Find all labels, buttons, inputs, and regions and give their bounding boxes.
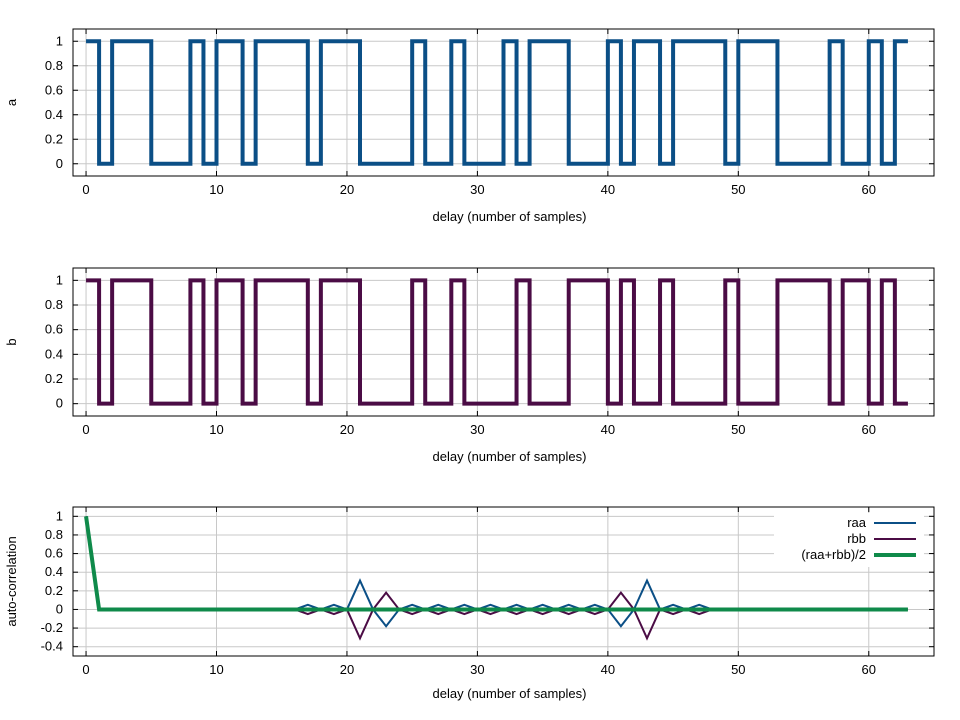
plot-frame — [72, 267, 935, 417]
y-tick-label: 0.6 — [45, 546, 63, 561]
x-tick-label: 20 — [340, 662, 354, 677]
y-tick-label: 0.2 — [45, 371, 63, 386]
x-tick-label: 30 — [470, 422, 484, 437]
x-tick-label: 50 — [731, 662, 745, 677]
y-tick-label: 1 — [56, 272, 63, 287]
x-tick-label: 20 — [340, 182, 354, 197]
y-tick-label: -0.2 — [41, 620, 63, 635]
x-tick-label: 60 — [862, 182, 876, 197]
series-line-raarbb — [84, 516, 908, 612]
y-tick-label: 1 — [56, 33, 63, 48]
panel-b: 0 10 20 30 40 50 60 0 0.2 0.4 0.6 0.8 1 delay (number… — [4, 267, 935, 464]
y-tick-label: 0.6 — [45, 82, 63, 97]
x-tick-label: 20 — [340, 422, 354, 437]
y-axis-label: b — [4, 338, 19, 345]
x-tick-label: 60 — [862, 422, 876, 437]
x-tick-label: 60 — [862, 662, 876, 677]
x-tick-label: 0 — [82, 662, 89, 677]
y-tick-label: 1 — [56, 508, 63, 523]
x-tick-label: 10 — [209, 422, 223, 437]
x-tick-label: 30 — [470, 182, 484, 197]
series-line-series-0 — [86, 39, 908, 166]
y-tick-label: 0.4 — [45, 346, 63, 361]
legend-label: (raa+rbb)/2 — [801, 547, 866, 562]
x-tick-label: 40 — [601, 662, 615, 677]
x-tick-label: 40 — [601, 422, 615, 437]
legend-label: rbb — [847, 531, 866, 546]
y-tick-label: 0.6 — [45, 322, 63, 337]
y-tick-label: 0.8 — [45, 58, 63, 73]
x-tick-label: 50 — [731, 422, 745, 437]
series-line-raa — [85, 516, 908, 628]
y-tick-label: -0.4 — [41, 639, 63, 654]
panel-a: 0 10 20 30 40 50 60 0 0.2 0.4 0.6 0.8 1 delay (number… — [4, 28, 935, 224]
x-tick-label: 0 — [82, 182, 89, 197]
y-axis-label: auto-correlation — [4, 536, 19, 626]
series-line-rbb — [85, 516, 908, 641]
x-axis-label: delay (number of samples) — [433, 686, 587, 701]
x-tick-label: 30 — [470, 662, 484, 677]
y-tick-label: 0 — [56, 156, 63, 171]
x-axis-label: delay (number of samples) — [433, 209, 587, 224]
y-tick-label: 0.8 — [45, 297, 63, 312]
legend-label: raa — [847, 515, 867, 530]
x-tick-label: 10 — [209, 662, 223, 677]
series-line-series-0 — [86, 278, 908, 406]
y-tick-label: 0.2 — [45, 583, 63, 598]
plot-frame — [72, 28, 935, 177]
y-tick-label: 0 — [56, 601, 63, 616]
y-tick-label: 0.4 — [45, 564, 63, 579]
plot-frame — [72, 506, 935, 657]
y-tick-label: 0.8 — [45, 527, 63, 542]
x-tick-label: 40 — [601, 182, 615, 197]
x-tick-label: 50 — [731, 182, 745, 197]
panel-autocorrelation: 0 10 20 30 40 50 60 -0.4 -0.2 0 0.2 0.4 0.6 0.8 1 delay… — [4, 506, 935, 701]
y-tick-label: 0.4 — [45, 107, 63, 122]
y-tick-label: 0.2 — [45, 131, 63, 146]
x-axis-label: delay (number of samples) — [433, 449, 587, 464]
x-tick-label: 0 — [82, 422, 89, 437]
y-axis-label: a — [4, 98, 19, 106]
x-tick-label: 10 — [209, 182, 223, 197]
y-tick-label: 0 — [56, 396, 63, 411]
